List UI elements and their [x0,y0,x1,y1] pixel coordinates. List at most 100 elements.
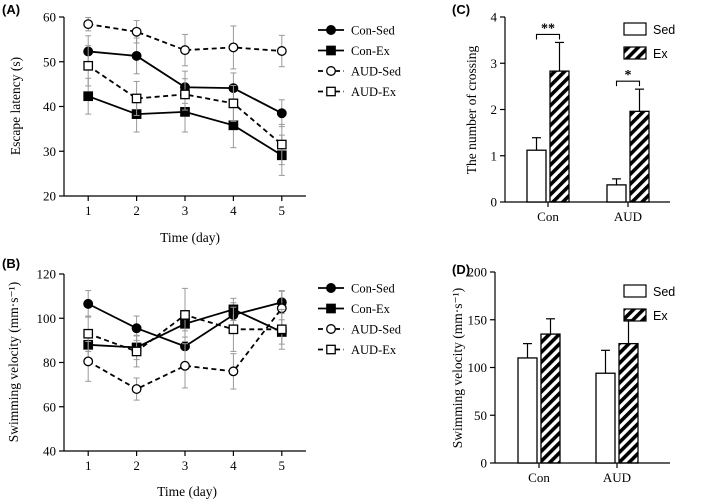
panel-a-point-aud-ex [276,139,287,150]
panel-d-bar-con-ex [540,318,561,464]
panel-a-x-tick-label: 2 [133,203,140,218]
panel-c-label: (C) [452,2,470,17]
panel-b-point-aud-ex [276,324,287,335]
panel-a-point-con-ex [83,91,94,102]
panel-c-x-tick-label-aud: AUD [614,209,642,224]
panel-c-bar-rect [606,184,627,203]
panel-a-legend-item-aud-sed: AUD-Sed [318,65,402,79]
panel-b-point-aud-sed [228,366,239,377]
panel-d-y-tick-label: 200 [468,265,488,280]
panel-b-y-tick-label: 80 [43,355,56,370]
panel-c-number-of-crossing-chart: (C) The number of crossing 0 1 2 3 4 Con ** AUD… [452,2,675,224]
panel-a-legend-marker [326,66,336,76]
panel-c-bar-rect [629,110,650,203]
panel-d-legend-item-ex: Ex [623,308,668,323]
panel-b-point-aud-sed [131,384,142,395]
panel-a-y-tick-label: 20 [43,189,56,204]
panel-c-bar-aud-sed [606,178,627,203]
panel-a-y-tick-label: 60 [43,10,56,25]
panel-b-point-con-sed [131,323,142,334]
panel-c-bar-con-ex [549,41,570,203]
panel-c-legend-swatch [623,22,647,36]
panel-b-x-tick-label: 5 [279,458,286,473]
panel-b-legend-item-aud-sed: AUD-Sed [318,323,402,337]
panel-c-y-tick-label: 4 [491,10,498,25]
panel-c-significance-label: * [625,68,632,83]
panel-a-point-aud-sed [83,19,94,30]
panel-d-bar-aud-ex [618,319,639,464]
panel-d-legend-swatch [623,308,647,322]
panel-b-y-tick-label: 60 [43,399,56,414]
panel-b-x-tick-label: 1 [85,458,92,473]
panel-a-legend-marker [326,25,336,35]
panel-a-point-aud-ex [228,98,239,109]
panel-a-y-axis-title: Escape latency (s) [8,57,23,155]
panel-a-x-axis-title: Time (day) [160,230,220,245]
panel-a-y-tick-label: 40 [43,99,56,114]
panel-d-label: (D) [452,262,470,277]
panel-b-legend-label: AUD-Sed [351,323,402,337]
panel-b-x-axis-title: Time (day) [157,484,217,499]
panel-d-y-tick-label: 150 [468,312,488,327]
panel-c-legend-item-sed: Sed [623,22,675,37]
panel-a-x-tick-label: 1 [85,203,92,218]
panel-a-legend-marker [326,86,336,97]
panel-c-x-tick-label-con: Con [537,209,559,224]
panel-b-series-aud-sed [83,290,287,401]
panel-d-bar-rect [517,357,538,464]
panel-b-y-tick-label: 40 [43,444,56,459]
panel-a-legend-label: AUD-Sed [351,65,402,79]
panel-c-bar-aud-ex [629,88,650,203]
panel-b-y-axis-title: Swimming velocity (mm·s⁻¹) [6,282,21,442]
panel-b-legend-marker [326,324,336,334]
panel-c-significance-label: ** [541,21,555,36]
panel-b-legend-marker [326,344,336,355]
panel-a-y-tick-label: 30 [43,144,56,159]
panel-d-bar-aud-sed [595,349,616,464]
panel-a-x-tick-label: 5 [279,203,286,218]
panel-a-point-aud-sed [131,26,142,37]
panel-b-legend-item-con-ex: Con-Ex [318,302,391,316]
panel-b-label: (B) [2,256,20,271]
panel-b-x-tick-label: 2 [133,458,140,473]
panel-c-significance-con: ** [535,21,561,40]
panel-a-legend-item-con-ex: Con-Ex [318,44,391,58]
panel-b-y-tick-label: 100 [37,311,57,326]
panel-c-y-tick-label: 1 [491,148,498,163]
panel-c-legend-label: Ex [653,47,668,61]
panel-b-point-aud-ex [83,328,94,339]
panel-d-x-tick-label-aud: AUD [603,470,631,485]
panel-b-legend-marker [326,303,336,314]
panel-d-legend-label: Sed [653,285,675,299]
panel-d-legend-item-sed: Sed [623,284,675,299]
panel-d-bar-rect [618,342,639,464]
panel-c-significance-bracket [535,33,561,40]
panel-c-bar-con-sed [526,137,547,203]
panel-c-y-axis-title: The number of crossing [464,45,479,174]
panel-d-bar-con-sed [517,343,538,464]
panel-b-line-aud-sed [87,307,283,391]
panel-a-point-aud-sed [276,46,287,56]
panel-a-point-aud-sed [180,45,190,56]
panel-c-legend-swatch [623,46,647,60]
panel-b-y-tick-label: 120 [37,267,57,282]
panel-a-line-aud-sed [88,23,282,52]
panel-b-x-tick-label: 4 [230,458,237,473]
panel-a-point-aud-ex [83,60,94,71]
panel-b-point-aud-ex [228,324,239,335]
panel-a-label: (A) [2,2,20,17]
panel-c-legend-label: Sed [653,23,675,37]
panel-a-series-aud-ex [83,45,287,166]
panel-a-series-aud-sed [83,16,287,70]
panel-b-legend-item-con-sed: Con-Sed [318,282,396,296]
panel-a-legend-marker [326,45,336,56]
panel-a-y-tick-label: 50 [43,54,56,69]
panel-c-bar-rect [549,70,570,203]
panel-a-x-tick-label: 4 [230,203,237,218]
panel-d-swimming-velocity-chart: (D) Swimming velocity (mm·s⁻¹) 0 50 100 150… [450,262,675,485]
panel-c-y-tick-label: 3 [491,56,498,71]
panel-a-escape-latency-chart: (A) Escape latency (s) Time (day) 20 30 40… [2,2,402,245]
panel-c-significance-aud: * [615,68,641,87]
panel-a-legend-label: AUD-Ex [351,85,397,99]
